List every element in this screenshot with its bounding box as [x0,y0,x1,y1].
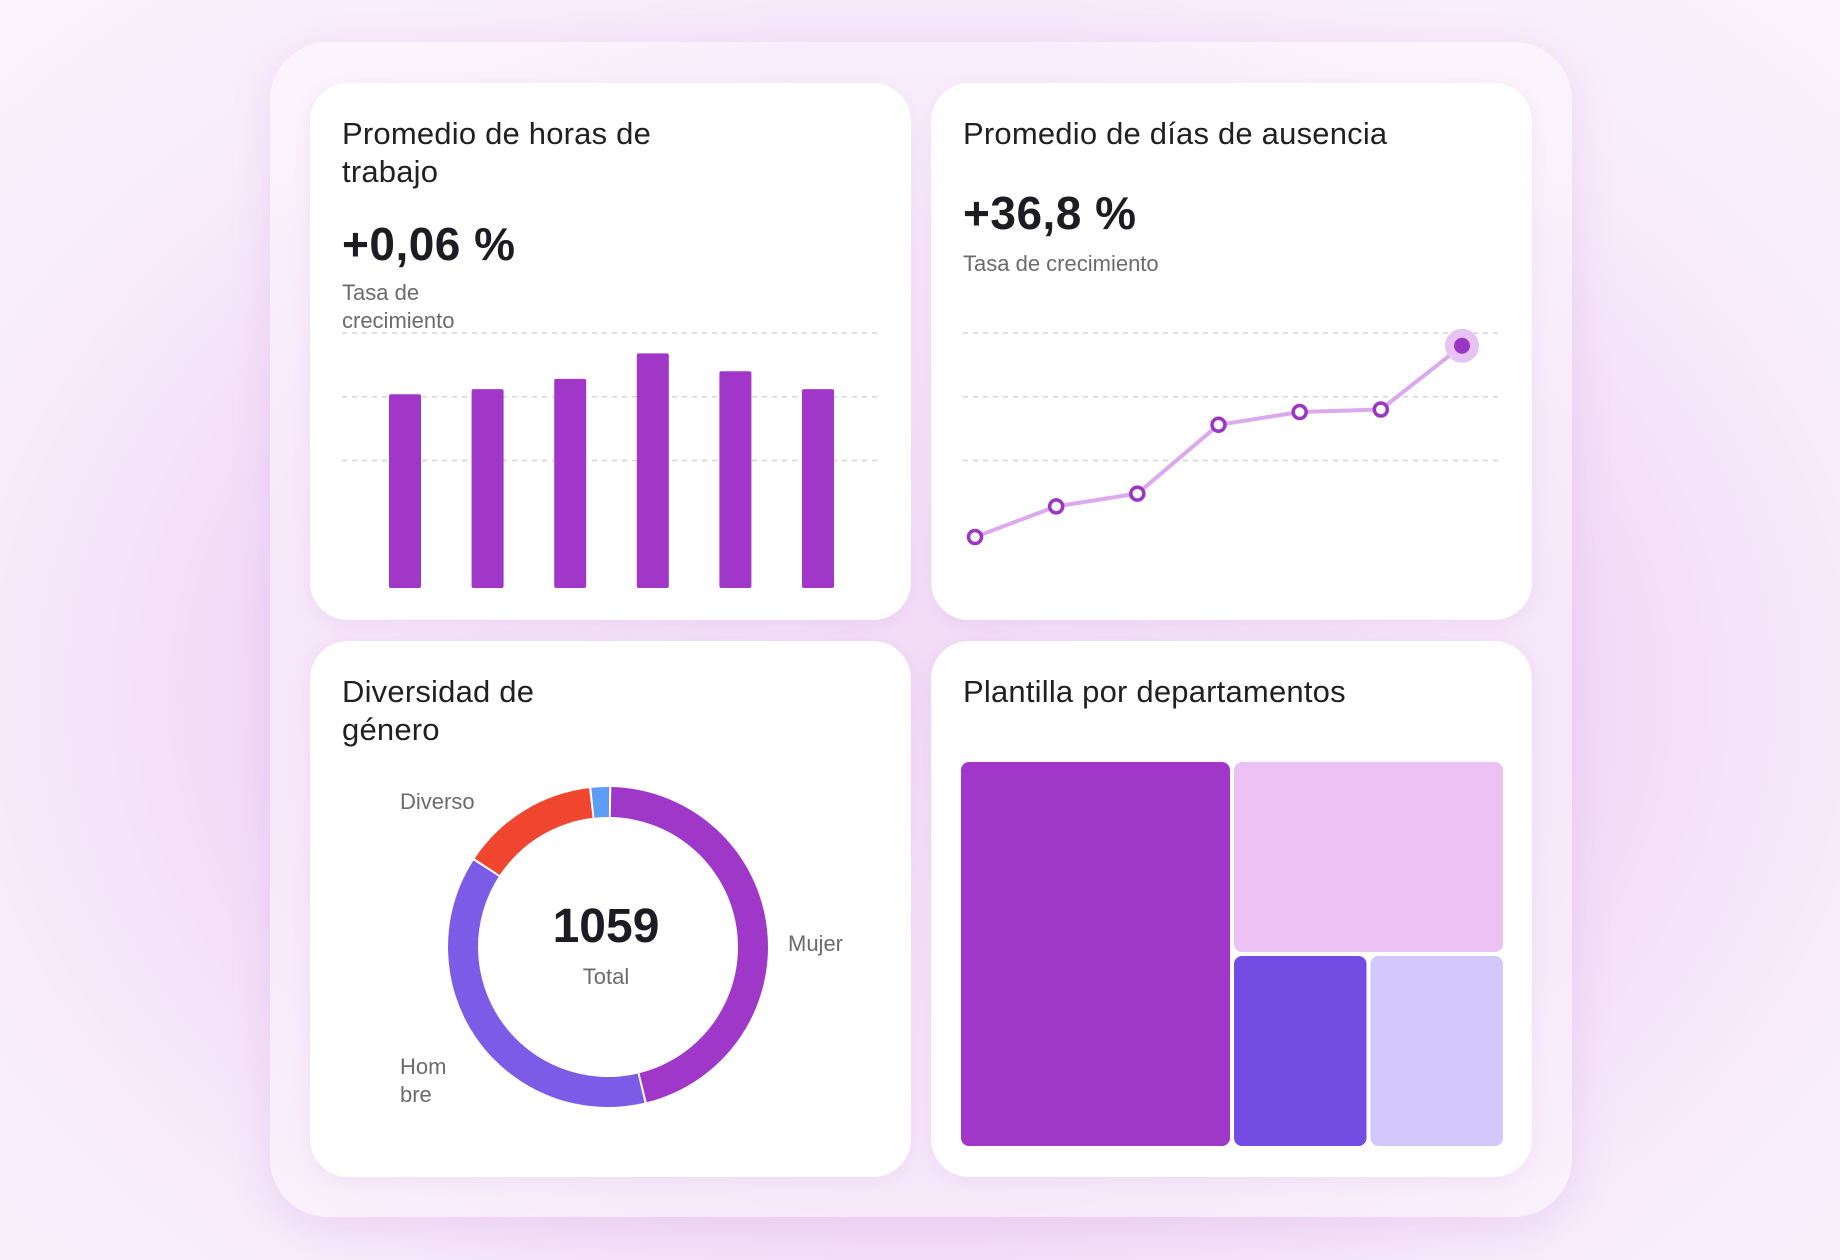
treemap-cell-4 [1370,956,1503,1146]
treemap-cell-1 [961,762,1230,1146]
donut-slice-mujer [610,787,769,1103]
absence-series-line [974,344,1464,539]
absence-days-metric-label: Tasa de crecimiento [963,251,1159,276]
gender-title-line1: Diversidad de [342,674,535,709]
donut-slice-diverso [474,788,593,876]
donut-label-mujer: Mujer [788,931,843,956]
work-hours-label-line2: crecimiento [342,308,455,333]
donut-label-hombre-line2: bre [400,1082,432,1107]
absence-days-card: Promedio de días de ausencia +36,8 % Tas… [931,83,1532,620]
bar-3 [554,378,587,588]
gender-title-line2: género [342,712,440,747]
point-3 [1129,485,1146,502]
bar-2 [471,389,504,588]
donut-center-value: 1059 [553,900,660,953]
bar-1 [389,394,421,588]
gender-card: Diversidad de género 1059 Total Diverso … [310,641,911,1177]
donut-label-hombre-line1: Hom [400,1054,446,1079]
point-1 [966,528,984,546]
bar-6 [802,389,834,588]
point-7 [1454,337,1470,354]
point-2 [1047,498,1065,515]
absence-days-metric: +36,8 % [963,187,1137,239]
point-6 [1372,401,1390,418]
gender-donut-chart: 1059 Total Diverso Mujer Hom bre [400,787,843,1107]
work-hours-title-line1: Promedio de horas de [342,116,652,151]
absence-days-title: Promedio de días de ausencia [963,116,1388,151]
departments-card: Plantilla por departamentos [931,641,1532,1177]
point-4 [1210,416,1227,434]
departments-treemap [961,762,1503,1146]
donut-label-diverso: Diverso [400,789,475,814]
work-hours-card: Promedio de horas de trabajo +0,06 % Tas… [310,83,911,620]
gender-title: Diversidad de género [342,673,534,749]
donut-slice-other [591,787,610,818]
work-hours-metric: +0,06 % [342,218,516,270]
work-hours-metric-label: Tasa de crecimiento [342,279,454,335]
donut-slice-hombre [448,860,645,1107]
treemap-cell-3 [1234,956,1367,1146]
bar-5 [719,371,752,588]
donut-center-label: Total [583,964,629,989]
work-hours-bar-chart [342,332,880,588]
bar-4 [636,353,669,588]
work-hours-title: Promedio de horas de trabajo [342,115,651,191]
treemap-cell-2 [1234,762,1503,952]
work-hours-label-line1: Tasa de [342,280,420,305]
departments-title: Plantilla por departamentos [963,674,1346,709]
point-5 [1291,403,1308,421]
work-hours-title-line2: trabajo [342,154,439,189]
absence-days-line-chart [963,328,1501,546]
